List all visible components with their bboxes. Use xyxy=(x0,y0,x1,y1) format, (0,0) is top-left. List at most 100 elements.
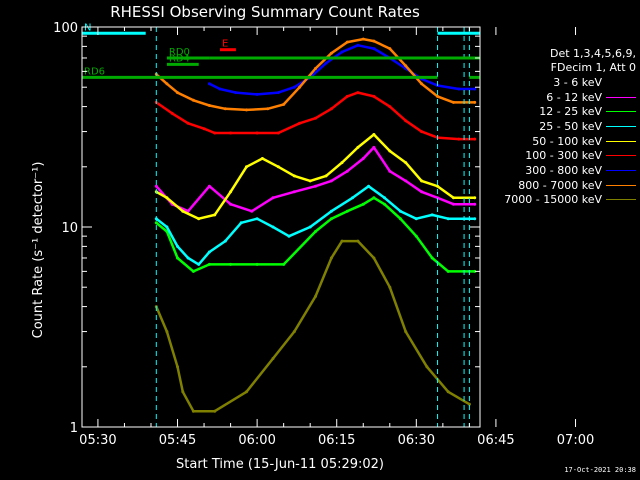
series-point xyxy=(361,37,365,41)
series-point xyxy=(234,91,238,95)
series-point xyxy=(404,64,408,68)
chart-title: RHESSI Observing Summary Count Rates xyxy=(110,3,420,21)
series-line xyxy=(155,91,475,141)
series-point xyxy=(446,269,450,273)
legend-swatch xyxy=(606,184,636,186)
series-point xyxy=(383,190,386,194)
series-point xyxy=(383,196,386,200)
series-point xyxy=(213,131,217,135)
series-point xyxy=(266,107,270,111)
series-point xyxy=(260,157,264,160)
series-point xyxy=(314,184,317,188)
series-point xyxy=(467,402,471,406)
series-point xyxy=(414,217,418,221)
series-point xyxy=(176,244,179,248)
series-point xyxy=(165,82,169,86)
series-point xyxy=(340,239,344,243)
series-point xyxy=(314,67,317,70)
series-point xyxy=(372,196,376,200)
flag-label: RD6 xyxy=(84,66,105,77)
series-point xyxy=(202,244,206,248)
series-point xyxy=(436,94,439,98)
legend-entries: 3 - 6 keV 6 - 12 keV 12 - 25 keV 25 - 50 ke… xyxy=(482,75,636,207)
series-point xyxy=(420,225,424,229)
series-6 xyxy=(207,43,477,96)
series-point xyxy=(292,85,296,89)
series-point xyxy=(473,100,477,104)
series-point xyxy=(229,202,233,206)
legend-swatch xyxy=(606,140,636,142)
series-point xyxy=(340,50,344,54)
series-point xyxy=(165,330,169,334)
series-point xyxy=(255,217,259,221)
series-point xyxy=(372,39,376,43)
y-tick-label: 10 xyxy=(61,221,78,236)
x-tick-label: 06:00 xyxy=(238,433,275,448)
series-point xyxy=(229,190,233,194)
series-point xyxy=(154,184,158,188)
legend-entry: 12 - 25 keV xyxy=(482,104,636,119)
legend-entry: 7000 - 15000 keV xyxy=(482,193,636,208)
x-tick-label: 05:30 xyxy=(79,433,116,448)
legend-label: 50 - 100 keV xyxy=(532,134,602,148)
series-point xyxy=(223,107,227,111)
legend-label: 12 - 25 keV xyxy=(539,105,602,119)
flag-label: RD4 xyxy=(169,53,190,64)
series-point xyxy=(388,149,392,153)
series-point xyxy=(239,221,243,225)
series-point xyxy=(260,234,264,238)
x-tick-label: 07:00 xyxy=(557,433,594,448)
series-point xyxy=(452,196,455,200)
series-point xyxy=(473,202,477,206)
footer-timestamp: 17-Oct-2021 20:38 xyxy=(564,466,636,474)
legend-title-line2: FDecim 1, Att 0 xyxy=(550,61,636,74)
series-point xyxy=(218,87,222,91)
legend-entry: 50 - 100 keV xyxy=(482,134,636,149)
series-point xyxy=(324,209,328,213)
series-point xyxy=(165,269,169,273)
series-point xyxy=(165,196,169,200)
legend-label: 100 - 300 keV xyxy=(525,149,602,163)
series-point xyxy=(181,209,185,213)
series-point xyxy=(420,130,424,134)
series-point xyxy=(436,256,439,260)
series-point xyxy=(473,217,477,221)
x-axis-label: Start Time (15-Jun-11 05:29:02) xyxy=(176,457,384,472)
series-2 xyxy=(154,196,477,273)
series-point xyxy=(367,184,371,188)
series-point xyxy=(314,116,317,120)
series-point xyxy=(457,137,461,141)
series-point xyxy=(292,174,296,178)
series-point xyxy=(197,262,201,266)
series-point xyxy=(345,40,349,44)
series-point xyxy=(207,82,211,86)
series-point xyxy=(452,202,455,206)
series-point xyxy=(287,234,291,238)
series-0 xyxy=(154,179,477,349)
series-point xyxy=(191,269,195,273)
series-point xyxy=(186,256,190,260)
legend-entry: 6 - 12 keV xyxy=(482,90,636,105)
series-point xyxy=(176,256,179,260)
legend-swatch xyxy=(606,169,636,171)
series-point xyxy=(372,256,376,260)
series-point xyxy=(388,105,392,109)
series-point xyxy=(361,157,365,160)
series-point xyxy=(361,202,365,206)
series-point xyxy=(430,256,434,260)
legend-swatch xyxy=(606,96,636,98)
series-point xyxy=(308,225,312,229)
series-point xyxy=(404,119,408,123)
series-point xyxy=(276,165,280,169)
series-1 xyxy=(154,145,477,213)
legend-label: 6 - 12 keV xyxy=(546,90,602,104)
series-point xyxy=(245,390,248,394)
legend-swatch xyxy=(606,125,636,127)
legend-label: 3 - 6 keV xyxy=(553,75,602,89)
legend-swatch xyxy=(606,81,636,83)
series-point xyxy=(398,217,402,221)
series-point xyxy=(191,244,195,248)
series-5 xyxy=(154,91,477,141)
series-point xyxy=(473,137,477,141)
